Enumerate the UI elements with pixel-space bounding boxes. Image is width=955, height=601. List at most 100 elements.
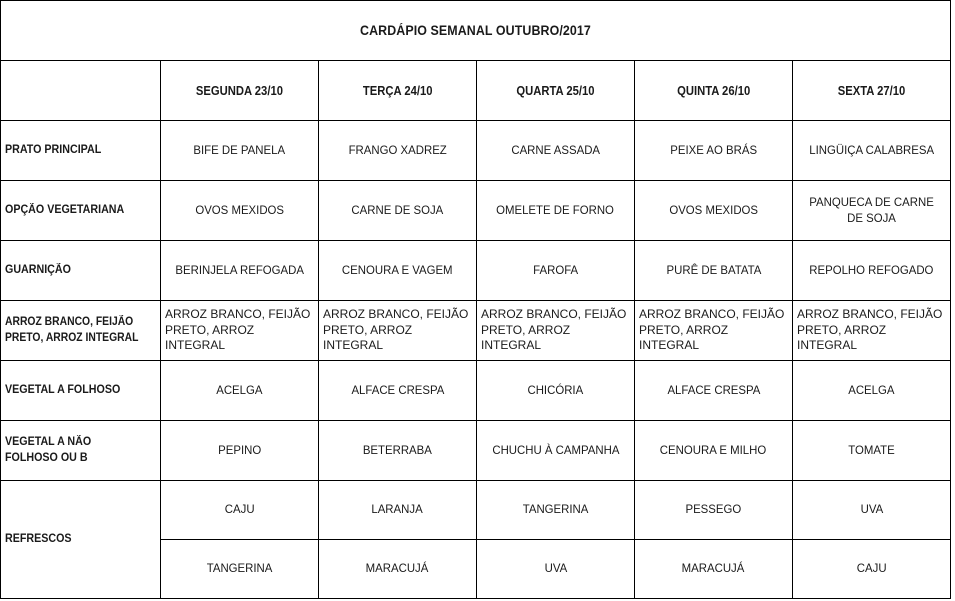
cell-guarnicao-sexta: REPOLHO REFOGADO	[791, 240, 952, 301]
cell-opcao-vegetariana-terca: CARNE DE SOJA	[318, 180, 477, 241]
page-title-text: CARDÁPIO SEMANAL OUTUBRO/2017	[360, 23, 591, 38]
cell-text: ALFACE CRESPA	[351, 382, 444, 397]
row-label-text: GUARNIÇÃO	[5, 263, 71, 276]
cell-text: ARROZ BRANCO, FEIJÃO PRETO, ARROZ INTEGR…	[165, 306, 311, 353]
cell-text: MARACUJÁ	[682, 561, 745, 576]
cell-arroz-sexta: ARROZ BRANCO, FEIJÃO PRETO, ARROZ INTEGR…	[791, 300, 952, 361]
cell-prato-principal-terca: FRANGO XADREZ	[318, 120, 477, 181]
cell-text: ACELGA	[848, 382, 895, 397]
row-label-refrescos: REFRESCOS	[0, 480, 161, 599]
row-label-arroz-feijao: ARROZ BRANCO, FEIJÃO PRETO, ARROZ INTEGR…	[0, 300, 161, 361]
corner-cell	[0, 60, 161, 121]
day-header-row: SEGUNDA 23/10 TERÇA 24/10 QUARTA 25/10 Q…	[0, 60, 952, 121]
title-row: CARDÁPIO SEMANAL OUTUBRO/2017	[0, 0, 952, 61]
cell-vegetal-nao-folhoso-segunda: PEPINO	[160, 420, 319, 481]
table-row: GUARNIÇÃO BERINJELA REFOGADA CENOURA E V…	[0, 240, 952, 301]
cell-guarnicao-terca: CENOURA E VAGEM	[318, 240, 477, 301]
cell-text: CARNE DE SOJA	[351, 202, 444, 217]
cell-text: PEIXE AO BRÁS	[670, 142, 757, 157]
row-label-vegetal-a-folhoso: VEGETAL A FOLHOSO	[0, 360, 161, 421]
table-row: PRATO PRINCIPAL BIFE DE PANELA FRANGO XA…	[0, 120, 952, 181]
table-row: REFRESCOS CAJU LARANJA TANGERINA PESSEGO…	[0, 480, 952, 599]
cell-text: ARROZ BRANCO, FEIJÃO PRETO, ARROZ INTEGR…	[481, 306, 627, 353]
day-header-label: QUINTA 26/10	[676, 83, 751, 98]
cell-text: ARROZ BRANCO, FEIJÃO PRETO, ARROZ INTEGR…	[639, 306, 785, 353]
cell-text: PANQUECA DE CARNE DE SOJA	[809, 194, 934, 225]
cell-text: ARROZ BRANCO, FEIJÃO PRETO, ARROZ INTEGR…	[323, 306, 469, 353]
day-header-label: QUARTA 25/10	[516, 83, 595, 98]
cell-text: REPOLHO REFOGADO	[809, 262, 934, 277]
cell-text: LARANJA	[371, 502, 424, 517]
cell-text: OMELETE DE FORNO	[496, 202, 615, 217]
row-label-text: VEGETAL A NÃO FOLHOSO OU B	[5, 435, 92, 464]
cell-text: PESSEGO	[685, 502, 742, 517]
table-row: VEGETAL A NÃO FOLHOSO OU B PEPINO BETERR…	[0, 420, 952, 481]
cell-vegetal-folhoso-quarta: CHICÓRIA	[476, 360, 635, 421]
cell-prato-principal-quinta: PEIXE AO BRÁS	[634, 120, 793, 181]
cell-vegetal-nao-folhoso-quarta: CHUCHU À CAMPANHA	[476, 420, 635, 481]
cell-refresco2-terca: MARACUJÁ	[318, 539, 477, 599]
cell-text: ACELGA	[216, 382, 263, 397]
cell-text: OVOS MEXIDOS	[669, 202, 758, 217]
cell-vegetal-folhoso-terca: ALFACE CRESPA	[318, 360, 477, 421]
cell-text: BETERRABA	[362, 442, 433, 457]
cell-text: FRANGO XADREZ	[348, 142, 447, 157]
row-label-text: OPÇÃO VEGETARIANA	[5, 203, 125, 216]
cell-guarnicao-segunda: BERINJELA REFOGADA	[160, 240, 319, 301]
day-header-label: SEGUNDA 23/10	[195, 83, 284, 98]
page-title: CARDÁPIO SEMANAL OUTUBRO/2017	[0, 0, 952, 61]
cell-vegetal-folhoso-segunda: ACELGA	[160, 360, 319, 421]
table-row: OPÇÃO VEGETARIANA OVOS MEXIDOS CARNE DE …	[0, 180, 952, 241]
cell-prato-principal-segunda: BIFE DE PANELA	[160, 120, 319, 181]
cell-vegetal-folhoso-quinta: ALFACE CRESPA	[634, 360, 793, 421]
cell-text: PURÊ DE BATATA	[666, 262, 761, 277]
cell-vegetal-nao-folhoso-sexta: TOMATE	[791, 420, 952, 481]
cell-text: ARROZ BRANCO, FEIJÃO PRETO, ARROZ INTEGR…	[797, 306, 943, 353]
cell-text: CAJU	[856, 561, 887, 576]
table-row: VEGETAL A FOLHOSO ACELGA ALFACE CRESPA C…	[0, 360, 952, 421]
day-header-quarta: QUARTA 25/10	[476, 60, 635, 121]
row-label-vegetal-nao-folhoso: VEGETAL A NÃO FOLHOSO OU B	[0, 420, 161, 481]
cell-text: CENOURA E MILHO	[660, 442, 767, 457]
day-header-segunda: SEGUNDA 23/10	[160, 60, 319, 121]
cell-text: MARACUJÁ	[366, 561, 429, 576]
cell-refresco2-sexta: CAJU	[791, 539, 952, 599]
cell-text: FAROFA	[533, 262, 578, 277]
cell-prato-principal-sexta: LINGÜIÇA CALABRESA	[791, 120, 952, 181]
cell-opcao-vegetariana-sexta: PANQUECA DE CARNE DE SOJA	[791, 180, 952, 241]
cell-text: CHUCHU À CAMPANHA	[491, 442, 620, 457]
cell-text: CHICÓRIA	[527, 382, 584, 397]
cell-opcao-vegetariana-segunda: OVOS MEXIDOS	[160, 180, 319, 241]
cell-refresco1-sexta: UVA	[791, 480, 952, 540]
day-header-sexta: SEXTA 27/10	[791, 60, 952, 121]
cell-vegetal-nao-folhoso-terca: BETERRABA	[318, 420, 477, 481]
cell-refresco1-segunda: CAJU	[160, 480, 319, 540]
row-label-text: REFRESCOS	[5, 532, 72, 545]
cell-text: BERINJELA REFOGADA	[175, 262, 304, 277]
row-label-text: VEGETAL A FOLHOSO	[5, 383, 121, 396]
table-row: TANGERINA MARACUJÁ UVA MARACUJÁ CAJU	[1, 539, 952, 599]
cell-guarnicao-quinta: PURÊ DE BATATA	[634, 240, 793, 301]
cell-text: CARNE ASSADA	[511, 142, 600, 157]
row-label-prato-principal: PRATO PRINCIPAL	[0, 120, 161, 181]
row-label-text: PRATO PRINCIPAL	[5, 143, 102, 156]
cell-text: PEPINO	[217, 442, 262, 457]
day-header-label: SEXTA 27/10	[837, 83, 906, 98]
cell-refresco1-quarta: TANGERINA	[476, 480, 635, 540]
cell-arroz-quinta: ARROZ BRANCO, FEIJÃO PRETO, ARROZ INTEGR…	[634, 300, 793, 361]
cell-refresco1-quinta: PESSEGO	[634, 480, 793, 540]
cell-text: CENOURA E VAGEM	[342, 262, 453, 277]
cell-text: CAJU	[224, 502, 255, 517]
cell-refresco2-quarta: UVA	[476, 539, 635, 599]
cell-text: OVOS MEXIDOS	[195, 202, 284, 217]
cell-prato-principal-quarta: CARNE ASSADA	[476, 120, 635, 181]
cell-opcao-vegetariana-quinta: OVOS MEXIDOS	[634, 180, 793, 241]
cell-text: TANGERINA	[206, 561, 273, 576]
table-row: ARROZ BRANCO, FEIJÃO PRETO, ARROZ INTEGR…	[0, 300, 952, 361]
cell-arroz-quarta: ARROZ BRANCO, FEIJÃO PRETO, ARROZ INTEGR…	[476, 300, 635, 361]
cell-text: UVA	[860, 502, 883, 517]
cell-text: BIFE DE PANELA	[193, 142, 286, 157]
day-header-terca: TERÇA 24/10	[318, 60, 477, 121]
